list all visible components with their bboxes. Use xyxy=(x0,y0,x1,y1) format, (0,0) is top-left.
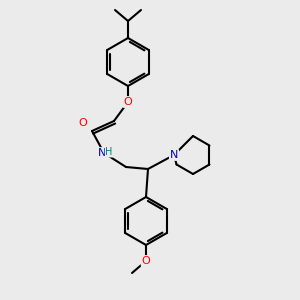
Text: O: O xyxy=(79,118,87,128)
Text: H: H xyxy=(105,147,113,157)
Text: N: N xyxy=(98,148,106,158)
Text: N: N xyxy=(170,150,178,160)
Text: O: O xyxy=(142,256,150,266)
Text: O: O xyxy=(124,97,132,107)
